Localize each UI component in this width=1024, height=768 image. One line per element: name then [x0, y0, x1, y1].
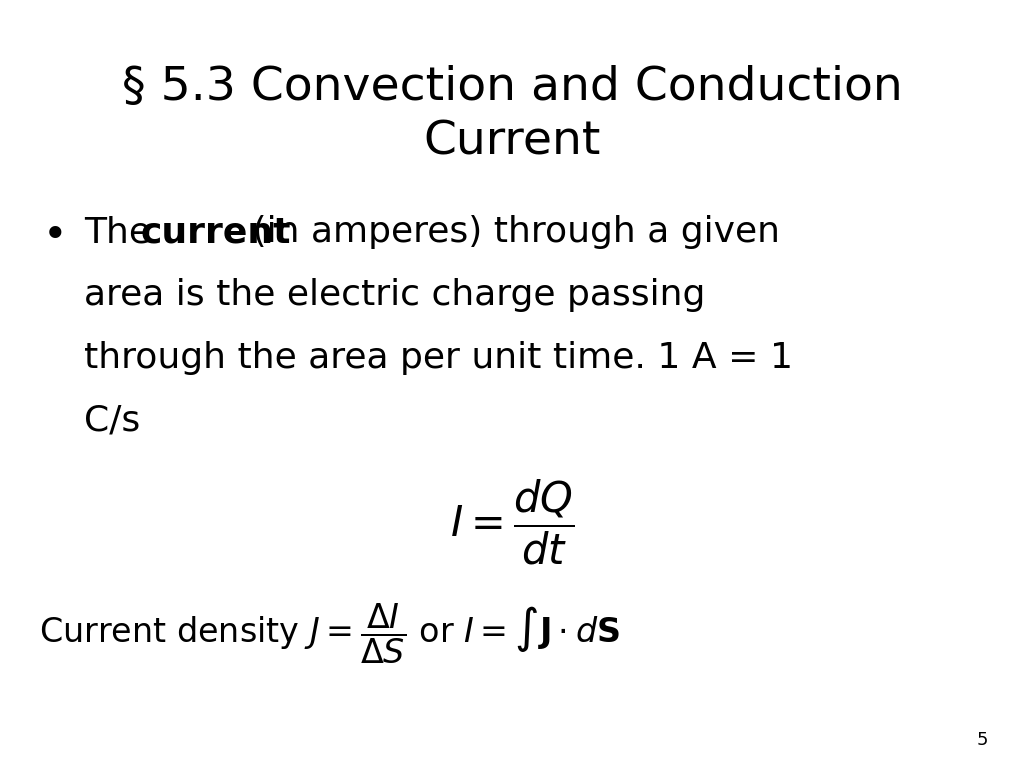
Text: 5: 5 — [977, 731, 988, 749]
Text: •: • — [43, 215, 68, 257]
Text: $I = \dfrac{dQ}{dt}$: $I = \dfrac{dQ}{dt}$ — [450, 478, 574, 567]
Text: area is the electric charge passing: area is the electric charge passing — [84, 278, 706, 312]
Text: (in amperes) through a given: (in amperes) through a given — [241, 215, 779, 249]
Text: § 5.3 Convection and Conduction: § 5.3 Convection and Conduction — [122, 65, 902, 111]
Text: C/s: C/s — [84, 404, 140, 438]
Text: Current density $J = \dfrac{\Delta I}{\Delta S}$ or $I = \int \mathbf{J} \cdot d: Current density $J = \dfrac{\Delta I}{\D… — [39, 601, 620, 666]
Text: The: The — [84, 215, 163, 249]
Text: Current: Current — [423, 119, 601, 164]
Text: current: current — [140, 215, 291, 249]
Text: through the area per unit time. 1 A = 1: through the area per unit time. 1 A = 1 — [84, 341, 793, 375]
